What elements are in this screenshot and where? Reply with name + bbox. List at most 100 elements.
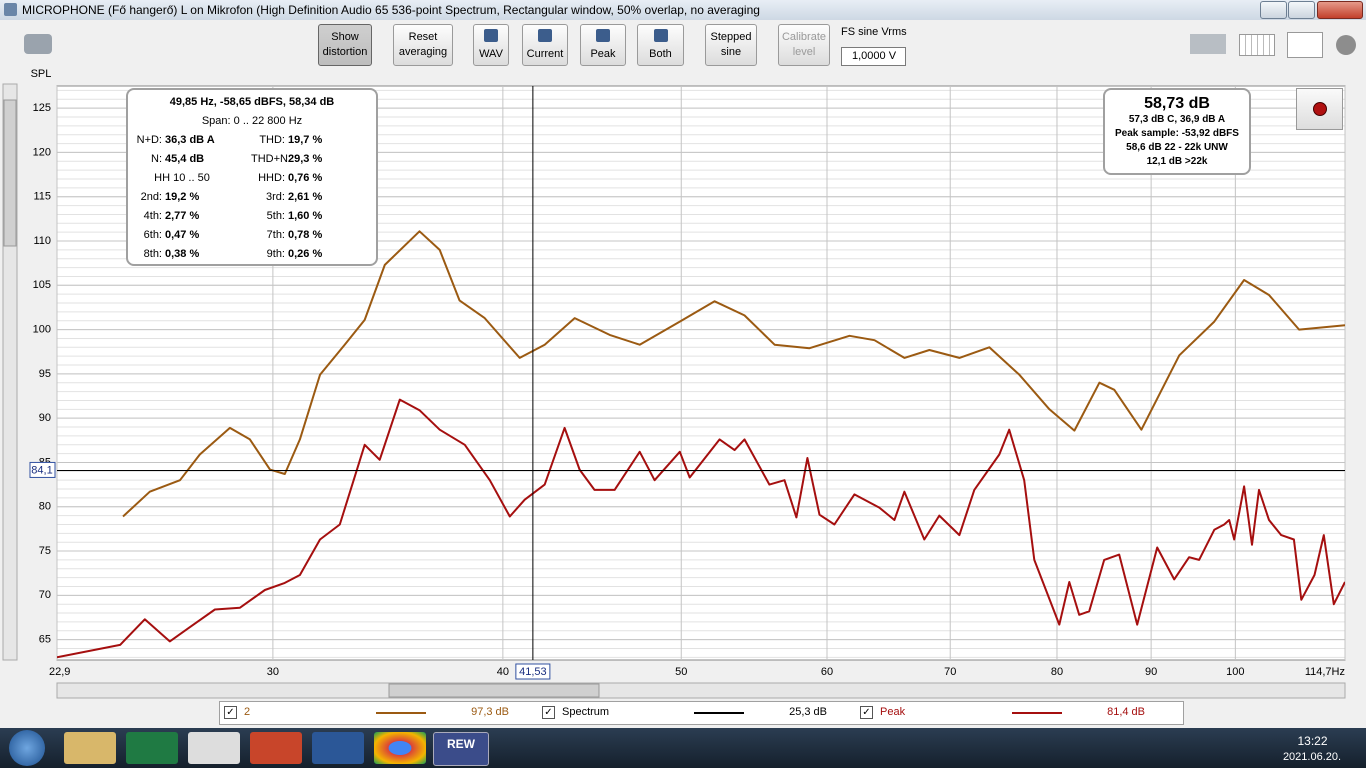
fs-value-input[interactable]: 1,0000 V xyxy=(841,47,906,66)
cursor-y-label: 84,1 xyxy=(31,464,52,476)
record-button[interactable] xyxy=(1296,88,1343,130)
toolbar-button[interactable]: Peak xyxy=(580,24,626,66)
clock-time: 13:22 xyxy=(1297,734,1328,748)
y-tick-label: 80 xyxy=(39,501,51,513)
x-tick-label: 70 xyxy=(944,666,956,678)
chrome-icon[interactable] xyxy=(374,732,426,764)
pan-icon[interactable] xyxy=(1287,32,1323,58)
legend-line xyxy=(376,712,426,714)
clock-date: 2021.06.20. xyxy=(1282,751,1342,763)
series-line xyxy=(122,230,1345,518)
legend-checkbox[interactable]: ✓ xyxy=(224,706,237,719)
info-value: 0,76 % xyxy=(288,172,323,184)
y-tick-label: 90 xyxy=(39,412,51,424)
legend-checkbox[interactable]: ✓ xyxy=(860,706,873,719)
y-tick-label: 110 xyxy=(33,235,51,247)
y-tick-label: 125 xyxy=(33,102,51,114)
info-label: 8th: xyxy=(143,248,162,260)
toolbar-button[interactable]: Calibrate level xyxy=(778,24,830,66)
info-label: N: xyxy=(151,153,162,165)
x-tick-label: 22,9 xyxy=(49,666,70,678)
info-label: THD: xyxy=(259,134,285,146)
button-label: Calibrate level xyxy=(781,31,827,58)
powerpoint-icon[interactable] xyxy=(250,732,302,764)
info-value: 19,7 % xyxy=(288,134,323,146)
toolbar-button[interactable]: Reset averaging xyxy=(393,24,453,66)
info-label: 2nd: xyxy=(140,191,162,203)
window-title: MICROPHONE (Fő hangerő) L on Mikrofon (H… xyxy=(22,3,760,17)
word-icon[interactable] xyxy=(312,732,364,764)
button-label: Show distortion xyxy=(322,31,368,58)
series-line xyxy=(57,398,1345,659)
info-value: 2,77 % xyxy=(165,210,200,222)
toolbar-button[interactable]: WAV xyxy=(473,24,509,66)
legend-level: 81,4 dB xyxy=(1107,706,1145,718)
taskbar: REW 13:22 2021.06.20. xyxy=(0,728,1366,768)
info-span: Span: 0 .. 22 800 Hz xyxy=(201,115,303,127)
cursor-y-box xyxy=(29,461,56,478)
toolbar-button[interactable]: Current xyxy=(522,24,568,66)
legend-name: Peak xyxy=(880,706,906,718)
x-tick-label: 114,7Hz xyxy=(1305,666,1345,678)
info-value: 2,61 % xyxy=(288,191,323,203)
level-box: 58,73 dB 57,3 dB C, 36,9 dB A Peak sample:… xyxy=(1103,88,1251,175)
x-tick-label: 90 xyxy=(1145,666,1157,678)
toolbar-button[interactable]: Show distortion xyxy=(318,24,372,66)
x-tick-label: 40 xyxy=(497,666,509,678)
button-label: WAV xyxy=(479,48,503,60)
h-scroll-thumb xyxy=(388,683,600,698)
excel-icon[interactable] xyxy=(126,732,178,764)
capture-button[interactable] xyxy=(24,34,52,54)
button-label: Peak xyxy=(590,48,616,60)
settings-icon[interactable] xyxy=(1336,35,1356,55)
y-tick-label: 95 xyxy=(39,368,51,380)
v-scroll-thumb xyxy=(3,99,17,247)
h-scrollbar xyxy=(56,682,1346,699)
button-label: Current xyxy=(526,48,564,60)
cursor-x-label: 41,53 xyxy=(519,666,547,678)
zoom-icon[interactable] xyxy=(1190,34,1226,54)
level-line: 58,6 dB 22 - 22k UNW xyxy=(1126,142,1228,153)
info-value: 36,3 dB A xyxy=(165,134,215,146)
info-header: 49,85 Hz, -58,65 dBFS, 58,34 dB xyxy=(169,96,335,108)
app-icon xyxy=(4,3,17,16)
info-label: HH 10 .. 50 xyxy=(154,172,210,184)
info-label: 4th: xyxy=(143,210,162,222)
info-value: 29,3 % xyxy=(288,153,323,165)
x-tick-label: 30 xyxy=(267,666,279,678)
x-tick-label: 50 xyxy=(675,666,687,678)
rew-taskbar-button[interactable]: REW xyxy=(433,732,489,766)
explorer-icon[interactable] xyxy=(64,732,116,764)
info-value: 0,38 % xyxy=(165,248,200,260)
toolbar-button[interactable]: Stepped sine xyxy=(705,24,757,66)
toolbar-button[interactable]: Both xyxy=(637,24,684,66)
legend-checkbox[interactable]: ✓ xyxy=(542,706,555,719)
start-button[interactable] xyxy=(9,730,45,766)
close-button[interactable] xyxy=(1317,1,1363,19)
distortion-info-box: 49,85 Hz, -58,65 dBFS, 58,34 dB Span: 0 .… xyxy=(126,88,378,266)
legend-line xyxy=(694,712,744,714)
x-tick-label: 60 xyxy=(821,666,833,678)
legend-level: 97,3 dB xyxy=(471,706,509,718)
info-label: N+D: xyxy=(136,134,162,146)
info-label: HHD: xyxy=(258,172,285,184)
legend-level: 25,3 dB xyxy=(789,706,827,718)
app-icon[interactable] xyxy=(188,732,240,764)
minimize-button[interactable] xyxy=(1260,1,1287,19)
x-tick-label: 80 xyxy=(1051,666,1063,678)
layout-icon[interactable] xyxy=(1239,34,1275,56)
level-line: 12,1 dB >22k xyxy=(1146,156,1208,167)
legend: ✓ 2 97,3 dB ✓ Spectrum 25,3 dB ✓ Peak 81,4 dB xyxy=(219,701,1184,725)
title-bar: MICROPHONE (Fő hangerő) L on Mikrofon (H… xyxy=(0,0,1366,20)
info-label: 6th: xyxy=(143,229,162,241)
button-label: Both xyxy=(649,48,672,60)
info-value: 0,26 % xyxy=(288,248,323,260)
fs-label: FS sine Vrms xyxy=(841,26,907,38)
maximize-button[interactable] xyxy=(1288,1,1315,19)
y-tick-label: 105 xyxy=(33,279,51,291)
button-label: Stepped sine xyxy=(710,31,752,58)
y-tick-label: 100 xyxy=(33,324,51,336)
info-label: 3rd: xyxy=(266,191,285,203)
